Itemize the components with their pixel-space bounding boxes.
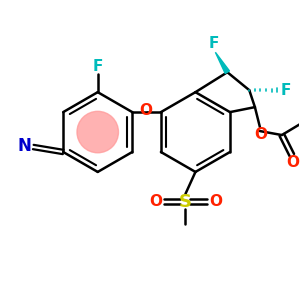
Text: O: O [209, 194, 222, 209]
Text: N: N [17, 137, 31, 155]
Text: F: F [92, 59, 103, 74]
Polygon shape [215, 52, 230, 74]
Text: O: O [254, 127, 267, 142]
Text: S: S [179, 193, 192, 211]
Circle shape [77, 111, 119, 153]
Text: F: F [208, 36, 219, 51]
Text: O: O [149, 194, 162, 209]
Text: O: O [139, 103, 152, 118]
Text: O: O [286, 155, 299, 170]
Text: F: F [281, 83, 291, 98]
